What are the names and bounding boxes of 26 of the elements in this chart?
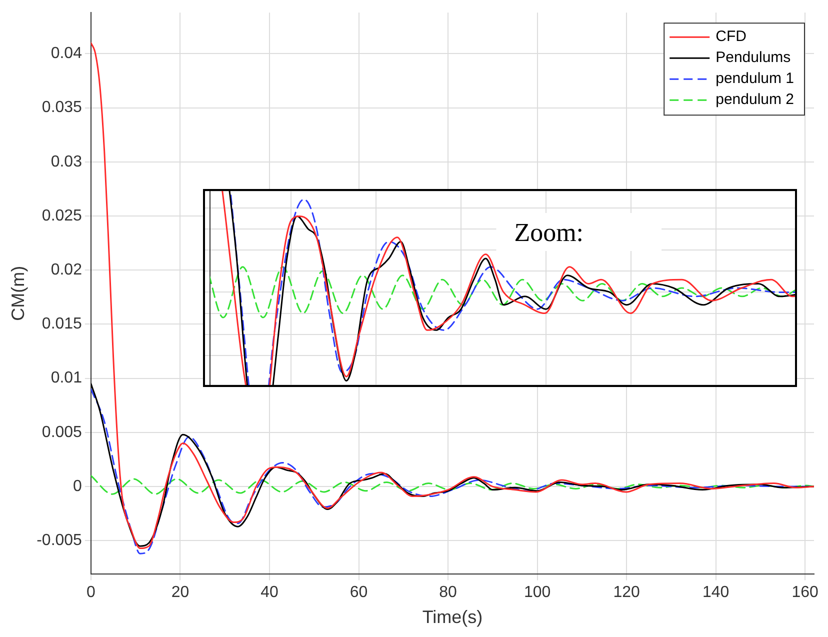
x-tick-label: 80: [439, 584, 458, 602]
x-axis-title: Time(s): [422, 607, 483, 628]
legend-label: CFD: [716, 28, 747, 46]
y-tick-label: 0.03: [50, 153, 82, 170]
legend-label: pendulum 1: [716, 70, 794, 88]
legend-label: Pendulums: [716, 49, 791, 66]
y-tick-label: 0: [73, 478, 82, 495]
x-tick-label: 120: [613, 584, 640, 602]
x-tick-label: 140: [702, 584, 730, 602]
annotation: Zoom:: [514, 218, 584, 247]
x-tick-label: 100: [524, 584, 551, 602]
x-tick-label: 40: [260, 584, 278, 602]
y-tick-label: 0.005: [42, 424, 82, 441]
y-tick-label: 0.015: [42, 316, 82, 333]
y-axis-title: CM(m): [8, 266, 28, 321]
y-tick-label: 0.035: [42, 99, 82, 116]
x-tick-label: 160: [792, 584, 819, 602]
x-tick-label: 20: [171, 584, 190, 602]
legend-label: pendulum 2: [716, 91, 794, 108]
y-tick-label: 0.01: [50, 370, 82, 387]
y-tick-label: 0.02: [50, 262, 82, 279]
y-tick-label: 0.025: [42, 207, 82, 224]
x-tick-label: 60: [350, 584, 368, 602]
y-tick-label: 0.04: [50, 45, 82, 62]
x-tick-label: 0: [86, 584, 96, 602]
y-tick-label: -0.005: [36, 532, 82, 550]
